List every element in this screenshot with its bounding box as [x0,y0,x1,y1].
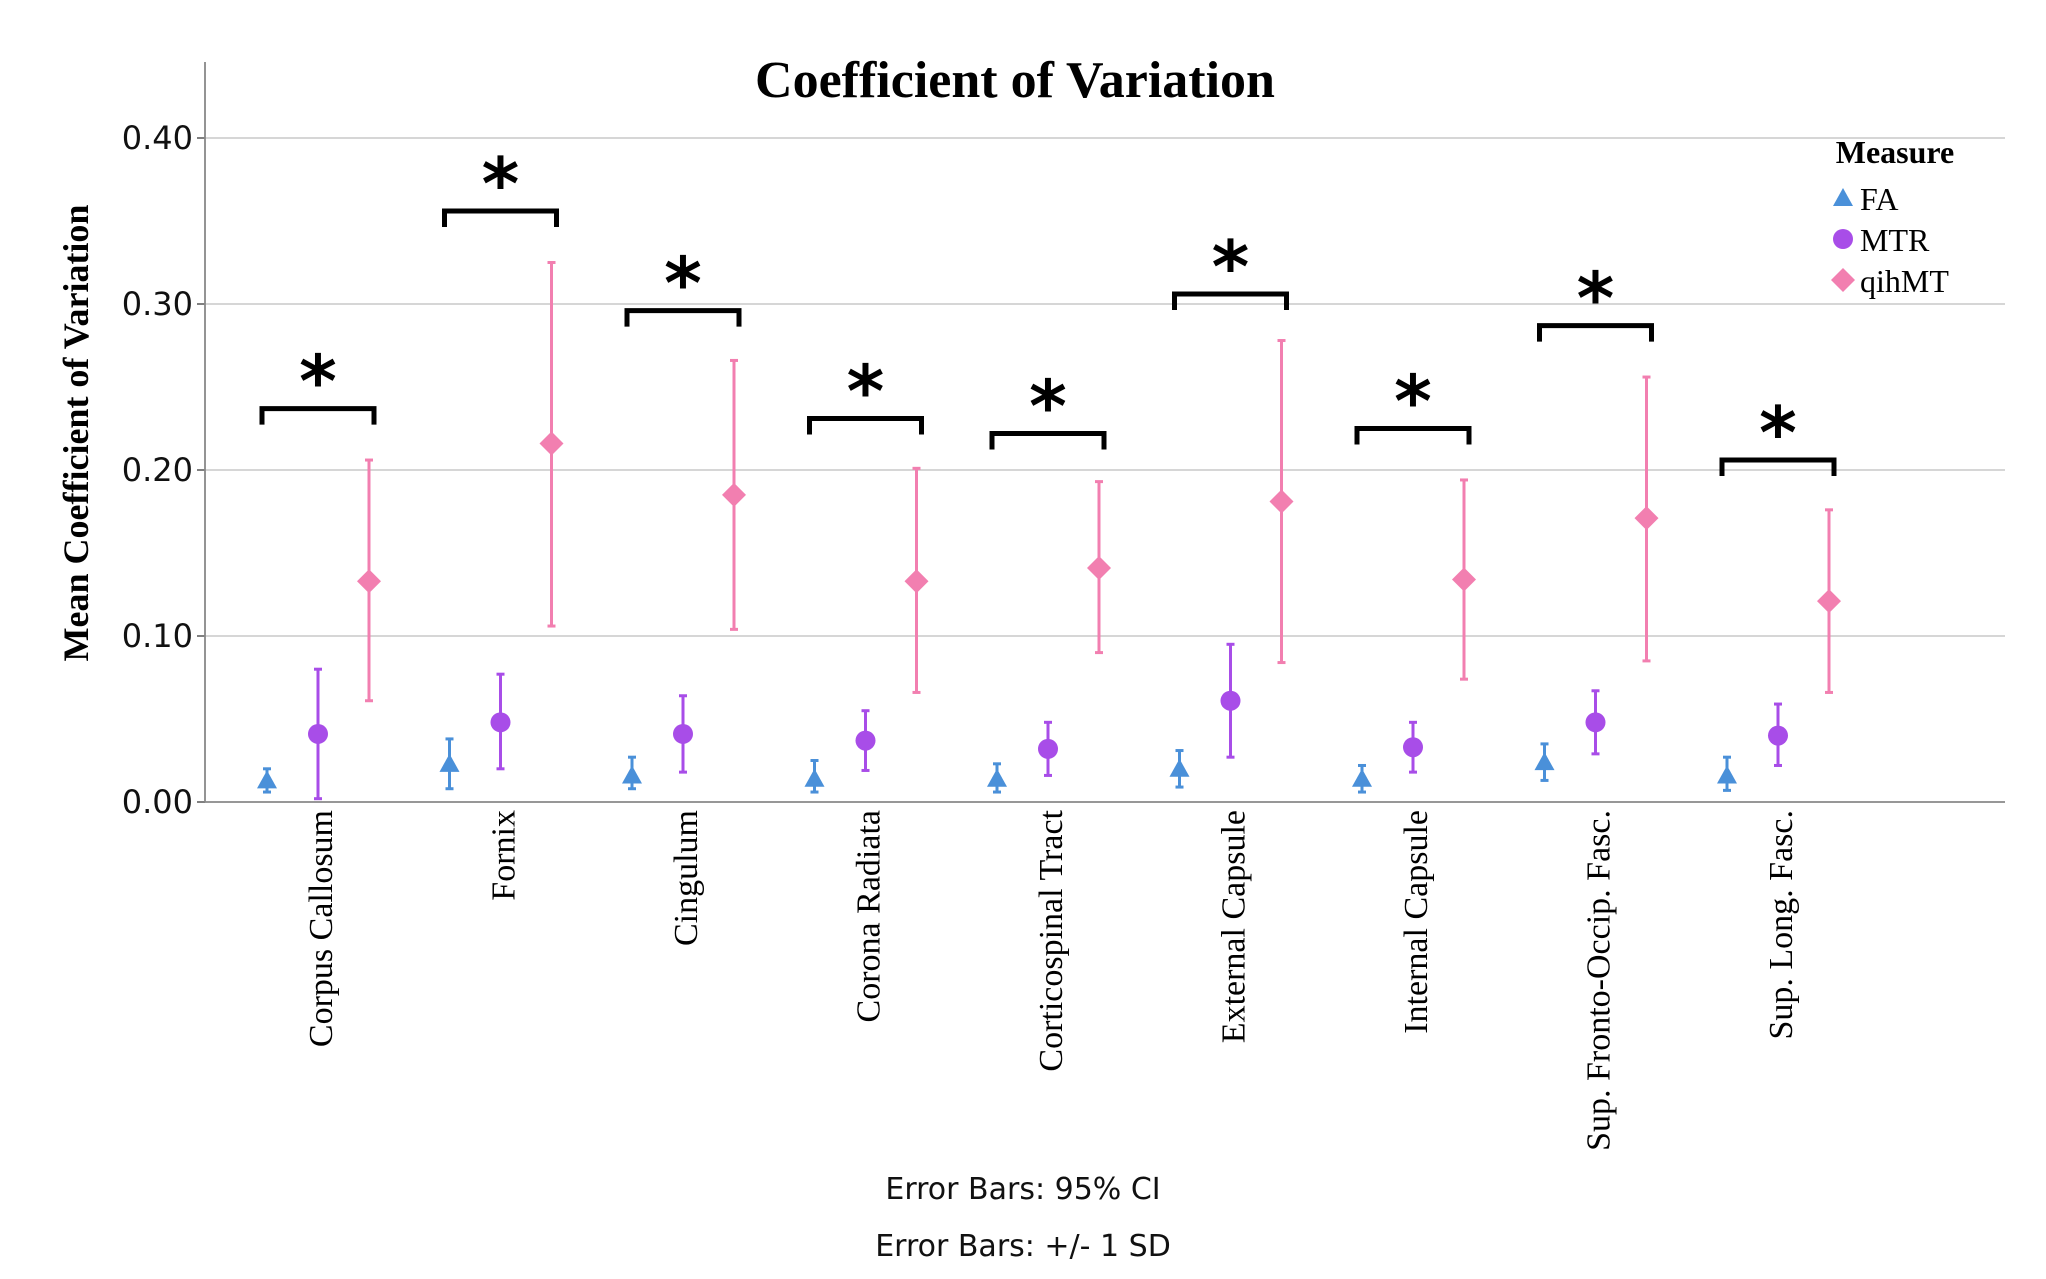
point-qihmt [539,431,564,456]
point-qihmt [1269,489,1294,514]
x-tick-labels: Corpus Callosum Fornix Cingulum Corona Radi… [303,809,1800,1150]
significance-star: * [847,350,885,434]
legend-label: MTR [1860,222,1930,258]
significance-star: * [664,242,702,326]
data-series [257,261,1841,801]
series-qihmt [357,261,1841,703]
footnote-sd: Error Bars: +/- 1 SD [875,1229,1171,1264]
point-fa [1534,752,1555,771]
x-tick-label: Corona Radiata [851,810,888,1022]
x-tick-label: Sup. Long. Fasc. [1763,810,1800,1040]
significance-star: * [1759,391,1797,475]
point-fa [1352,768,1372,787]
point-qihmt [1452,567,1476,592]
significance-bracket [1354,426,1472,445]
y-tick-label: 0.20 [122,451,193,489]
significance-bracket [259,406,377,425]
y-tick-label: 0.00 [122,783,193,821]
significance-star: * [1212,225,1250,309]
y-tick-label: 0.40 [122,119,193,157]
significance-bracket [1537,323,1654,342]
point-mtr [673,723,693,744]
significance-star: * [1394,360,1432,444]
chart-title: Coefficient of Variation [755,52,1275,109]
legend-item-qihmt: qihMT [1831,263,1949,299]
legend-marker-mtr [1833,229,1853,249]
y-axis-label: Mean Coefficient of Variation [56,205,96,662]
legend-item-fa: FA [1833,181,1899,217]
y-tick-label: 0.30 [122,285,193,323]
significance-star: * [1029,364,1067,448]
point-fa [439,753,460,772]
significance-bracket [624,308,742,327]
significance-bracket [1172,291,1289,311]
significance-bracket [807,416,924,435]
x-tick-label: Fornix [486,810,523,901]
legend-item-mtr: MTR [1833,222,1930,258]
point-qihmt [904,569,929,594]
legend: Measure FA MTR qihMT [1831,134,1954,299]
y-tick-label: 0.10 [122,617,193,655]
point-mtr [308,723,328,744]
x-tick-label: External Capsule [1216,810,1253,1043]
point-qihmt [1634,506,1659,531]
point-mtr [1768,725,1788,746]
legend-marker-fa [1833,188,1853,206]
point-qihmt [1087,555,1111,580]
point-fa [987,768,1007,787]
point-mtr [1403,737,1423,758]
point-fa [804,768,825,787]
legend-title: Measure [1836,134,1954,170]
significance-star: * [482,142,520,226]
legend-label: FA [1860,181,1899,217]
point-mtr [855,730,876,751]
significance-bracket [989,430,1107,450]
point-fa [257,770,277,789]
significance-star: * [1577,257,1615,341]
y-tick-labels: 0.00 0.10 0.20 0.30 0.40 [122,119,193,821]
series-fa [257,737,1737,794]
series-mtr [308,642,1788,801]
x-tick-label: Corticospinal Tract [1033,809,1070,1071]
significance-bracket [442,208,559,228]
point-mtr [490,712,511,733]
x-tick-label: Sup. Fronto-Occip. Fasc. [1581,810,1618,1151]
significance-star: * [299,340,337,424]
point-qihmt [722,482,746,507]
point-qihmt [357,569,381,594]
point-fa [1169,758,1190,777]
significance-brackets: * * * * * * * * * [259,142,1837,477]
legend-label: qihMT [1860,263,1949,299]
point-fa [622,765,642,784]
legend-marker-qihmt [1831,268,1855,292]
x-tick-label: Internal Capsule [1398,810,1435,1034]
x-tick-label: Cingulum [668,810,705,946]
point-fa [1717,765,1737,784]
axes [197,62,2005,803]
point-qihmt [1817,589,1841,614]
point-mtr [1038,738,1058,759]
gridlines [205,137,2005,637]
significance-bracket [1719,457,1837,477]
point-mtr [1220,690,1241,711]
point-mtr [1585,712,1606,733]
footnote-ci: Error Bars: 95% CI [885,1172,1161,1207]
x-tick-label: Corpus Callosum [303,810,340,1047]
